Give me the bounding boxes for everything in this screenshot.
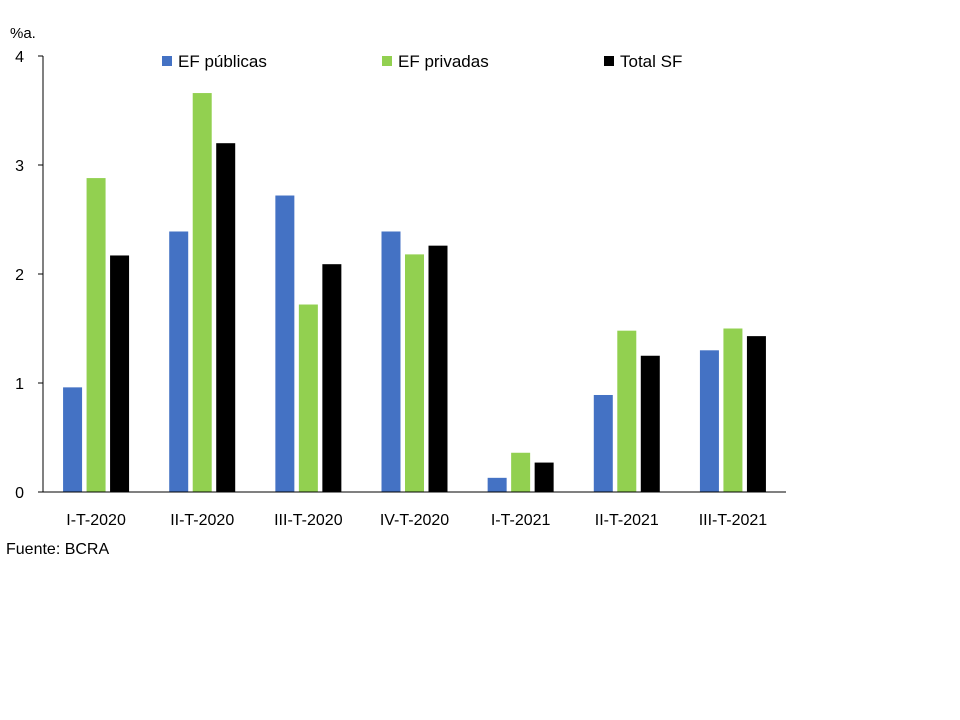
bar-ef-p-blicas-iv-t-2020 [381,231,401,493]
x-tick-label: III-T-2021 [699,512,768,529]
y-tick-label: 1 [15,376,24,393]
x-tick-label: I-T-2021 [491,512,551,529]
bar-total-sf-iii-t-2020 [322,264,342,492]
bar-total-sf-ii-t-2020 [216,143,236,492]
x-tick-label: II-T-2020 [170,512,234,529]
legend-swatch [604,56,614,66]
bar-ef-privadas-ii-t-2020 [192,93,212,492]
legend-label: Total SF [620,52,682,71]
y-tick-label: 4 [15,49,24,66]
x-tick-label: I-T-2020 [66,512,126,529]
source-note: Fuente: BCRA [6,541,109,558]
bar-ef-p-blicas-i-t-2020 [63,387,83,492]
bar-total-sf-iii-t-2021 [746,336,766,492]
legend-swatch [162,56,172,66]
bar-ef-privadas-iii-t-2020 [298,304,318,492]
bar-total-sf-i-t-2021 [534,462,554,492]
legend-label: EF privadas [398,52,489,71]
bar-ef-p-blicas-iii-t-2021 [699,350,719,492]
bars [63,93,766,493]
y-axis-ticks: 0 1 2 3 4 [15,49,43,502]
x-axis-ticks: I-T-2020 II-T-2020 III-T-2020 IV-T-2020 I-T-… [66,512,767,529]
bar-ef-privadas-i-t-2020 [86,178,106,492]
bar-total-sf-iv-t-2020 [428,245,448,492]
bar-total-sf-i-t-2020 [110,255,130,492]
bar-ef-privadas-iv-t-2020 [405,254,424,492]
x-tick-label: III-T-2020 [274,512,343,529]
bar-ef-p-blicas-ii-t-2020 [169,231,189,493]
y-unit-label: %a. [10,25,36,42]
bar-ef-privadas-i-t-2021 [511,452,531,492]
bar-ef-privadas-ii-t-2021 [617,330,637,492]
bar-ef-p-blicas-i-t-2021 [487,477,507,492]
legend-label: EF públicas [178,52,267,71]
x-tick-label: II-T-2021 [595,512,659,529]
legend-swatch [382,56,392,66]
y-tick-label: 0 [15,485,24,502]
bar-ef-p-blicas-ii-t-2021 [593,394,613,492]
legend: EF públicas EF privadas Total SF [162,52,682,71]
bar-total-sf-ii-t-2021 [640,355,660,492]
bar-ef-privadas-iii-t-2021 [723,328,743,492]
y-tick-label: 2 [15,267,24,284]
bar-ef-p-blicas-iii-t-2020 [275,195,295,492]
x-tick-label: IV-T-2020 [380,512,449,529]
y-tick-label: 3 [15,158,24,175]
